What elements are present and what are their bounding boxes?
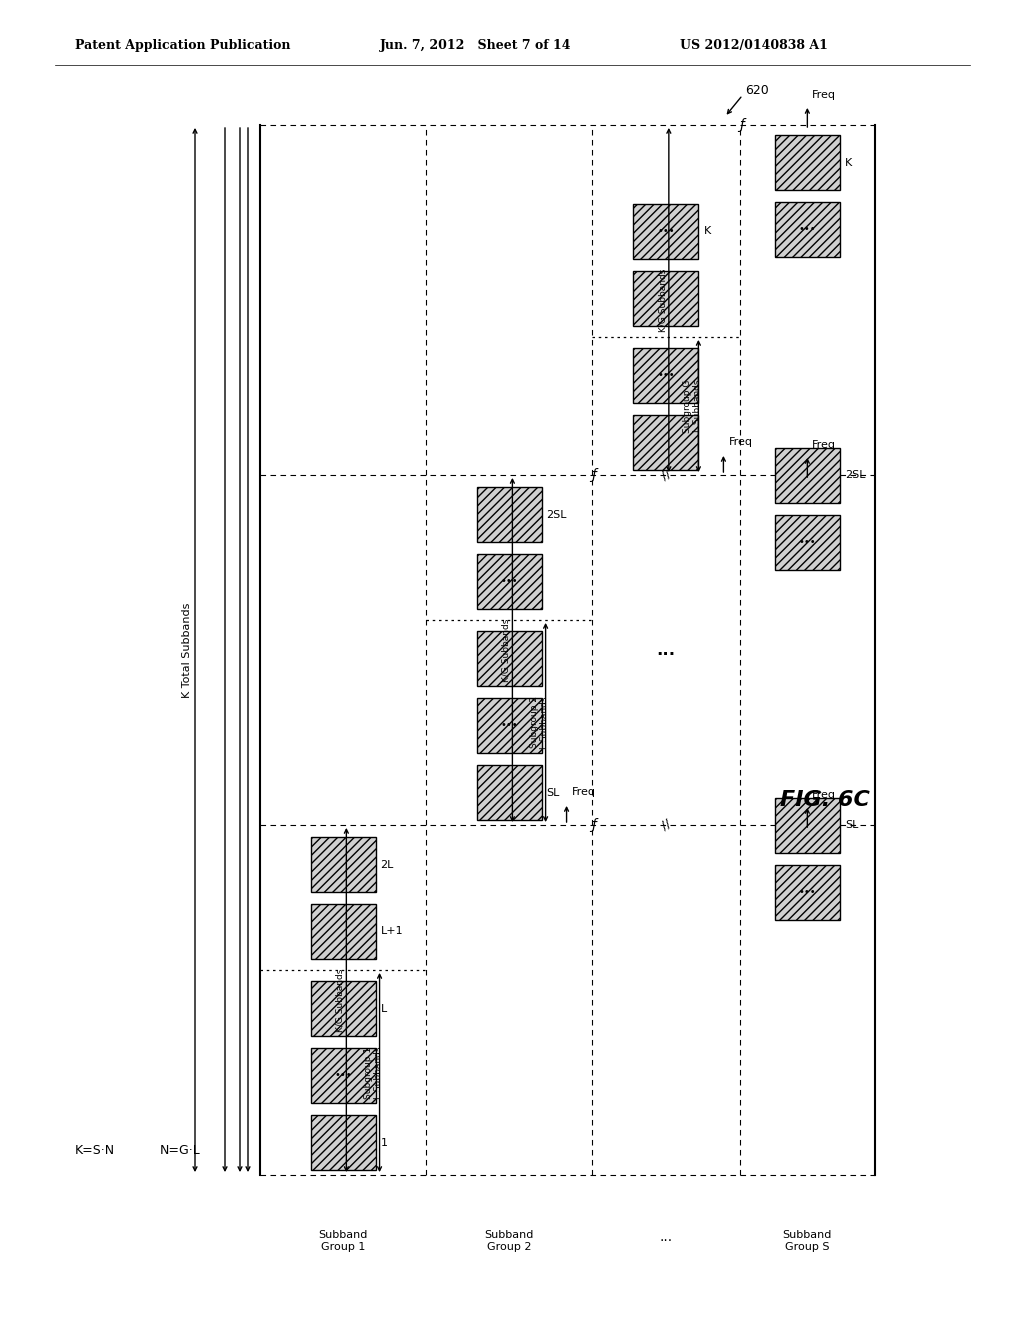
- Text: ...: ...: [656, 642, 676, 659]
- Bar: [775, 202, 840, 257]
- Bar: [476, 631, 542, 686]
- Text: Subgroup 2
L Subbands: Subgroup 2 L Subbands: [529, 696, 549, 748]
- Bar: [634, 348, 698, 403]
- Text: •••: •••: [657, 227, 675, 236]
- Text: ƒ: ƒ: [592, 469, 597, 482]
- Bar: [310, 1048, 376, 1104]
- Bar: [476, 766, 542, 820]
- Text: FIG. 6C: FIG. 6C: [780, 789, 869, 810]
- Text: Subgroup 1
L Subbands: Subgroup 1 L Subbands: [364, 1047, 383, 1098]
- Text: Freq: Freq: [812, 789, 837, 800]
- Text: Subband
Group 1: Subband Group 1: [318, 1230, 368, 1251]
- Text: K: K: [703, 227, 711, 236]
- Bar: [310, 837, 376, 892]
- Text: K Total Subbands: K Total Subbands: [182, 602, 193, 698]
- Text: 1: 1: [381, 1138, 387, 1147]
- Text: US 2012/0140838 A1: US 2012/0140838 A1: [680, 38, 827, 51]
- Text: ƒ: ƒ: [739, 117, 744, 132]
- Text: •••: •••: [657, 371, 675, 380]
- Text: •••: •••: [799, 224, 816, 235]
- Text: SL: SL: [547, 788, 560, 797]
- Text: •••: •••: [799, 537, 816, 546]
- Text: //: //: [659, 467, 673, 483]
- Bar: [775, 865, 840, 920]
- Bar: [634, 414, 698, 470]
- Text: K/G Subbands: K/G Subbands: [336, 969, 345, 1032]
- Text: 2SL: 2SL: [547, 510, 567, 520]
- Bar: [634, 205, 698, 259]
- Text: ...: ...: [659, 1230, 673, 1243]
- Text: •••: •••: [799, 887, 816, 898]
- Text: •••: •••: [501, 721, 518, 730]
- Bar: [310, 1115, 376, 1170]
- Text: •••: •••: [334, 1071, 352, 1081]
- Bar: [775, 797, 840, 853]
- Bar: [775, 515, 840, 569]
- Text: Freq: Freq: [571, 787, 596, 797]
- Text: ƒ: ƒ: [592, 818, 597, 832]
- Bar: [310, 981, 376, 1036]
- Text: L: L: [381, 1003, 387, 1014]
- Text: Subgroup G
L Subbands: Subgroup G L Subbands: [683, 379, 702, 433]
- Text: •••: •••: [501, 577, 518, 586]
- Text: K=S·N: K=S·N: [75, 1143, 115, 1156]
- Text: Freq: Freq: [812, 440, 837, 450]
- Bar: [476, 487, 542, 543]
- Text: K: K: [845, 157, 852, 168]
- Bar: [310, 904, 376, 960]
- Text: //: //: [659, 817, 673, 833]
- Text: 2L: 2L: [381, 859, 394, 870]
- Text: Freq: Freq: [728, 437, 753, 447]
- Bar: [476, 554, 542, 609]
- Bar: [775, 135, 840, 190]
- Bar: [634, 271, 698, 326]
- Text: K/G Subbands: K/G Subbands: [502, 618, 511, 681]
- Text: Jun. 7, 2012   Sheet 7 of 14: Jun. 7, 2012 Sheet 7 of 14: [380, 38, 571, 51]
- Text: Patent Application Publication: Patent Application Publication: [75, 38, 291, 51]
- Text: N=G·L: N=G·L: [160, 1143, 201, 1156]
- Text: 2SL: 2SL: [845, 470, 865, 480]
- Text: K/G Subbands: K/G Subbands: [658, 268, 668, 331]
- Text: Freq: Freq: [812, 90, 837, 100]
- Bar: [476, 698, 542, 752]
- Text: L+1: L+1: [381, 927, 403, 936]
- Bar: [775, 447, 840, 503]
- Text: SL: SL: [845, 820, 858, 830]
- Text: 620: 620: [744, 83, 768, 96]
- Text: Subband
Group S: Subband Group S: [782, 1230, 833, 1251]
- Text: Subband
Group 2: Subband Group 2: [484, 1230, 534, 1251]
